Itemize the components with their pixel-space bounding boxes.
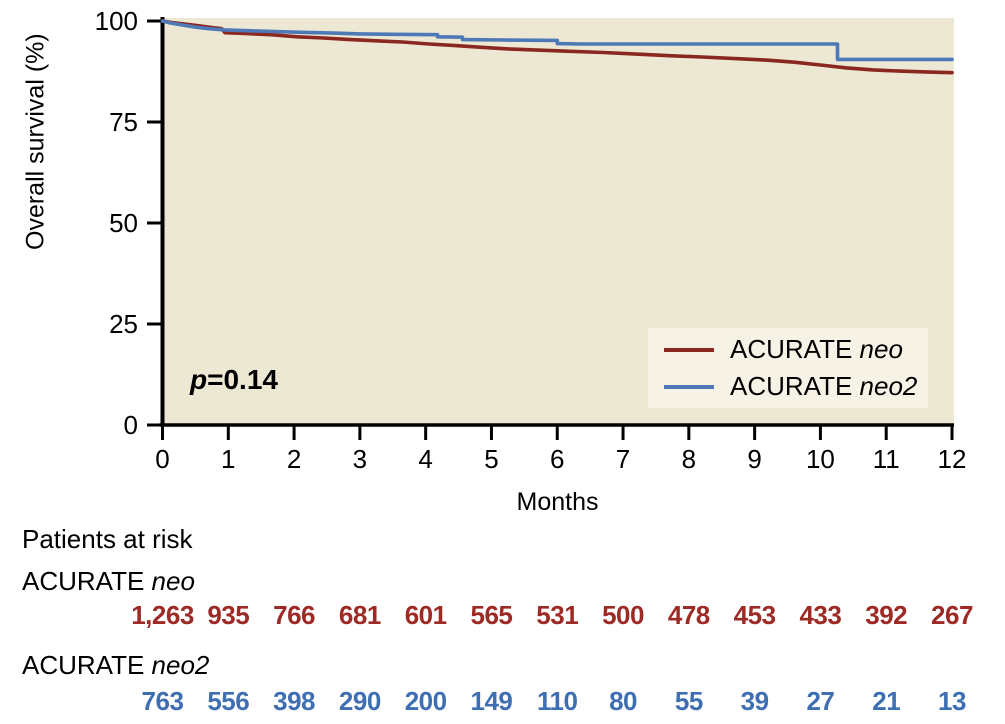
risk-count: 1,263 [131,600,194,630]
x-tick-label: 5 [484,444,498,474]
p-value-symbol: p [190,364,208,395]
risk-count: 500 [602,600,644,630]
x-tick-label: 10 [806,444,835,474]
x-tick-label: 12 [938,444,967,474]
risk-count: 398 [273,686,316,716]
x-tick-label: 8 [682,444,696,474]
risk-count: 290 [338,686,381,716]
risk-count: 565 [470,600,513,630]
risk-count: 39 [740,686,769,716]
y-tick-label: 50 [109,208,138,238]
x-tick-label: 3 [353,444,367,474]
risk-count: 766 [273,600,316,630]
risk-count: 601 [404,600,447,630]
x-axis-label: Months [0,488,1005,517]
risk-count: 392 [865,600,908,630]
p-value-number: =0.14 [207,364,278,395]
risk-row-label-neo2: ACURATE neo2 [22,650,210,680]
x-tick-label: 1 [221,444,235,474]
risk-count: 200 [404,686,447,716]
risk-count: 935 [207,600,250,630]
legend-entry-neo2: ACURATE neo2 [648,371,928,402]
legend-label-neo: ACURATE neo [730,334,903,364]
risk-count: 80 [609,686,637,716]
p-value-annotation: p=0.14 [190,364,278,396]
legend-label-neo2: ACURATE neo2 [730,371,918,401]
risk-count: 149 [470,686,513,716]
risk-count: 110 [537,686,578,716]
risk-count: 763 [141,686,184,716]
x-tick-label: 4 [418,444,432,474]
y-axis-label-text: Overall survival (%) [21,33,50,250]
x-axis-label-text: Months [516,488,599,516]
risk-count: 21 [872,686,901,716]
survival-curve-neo2 [160,19,954,62]
legend-entry-neo: ACURATE neo [648,334,928,365]
risk-counts-neo: 1,263 935 766 681 601 565 531 500 478 453 433 392 26… [0,600,1005,630]
legend-line-swatch-neo2 [664,384,714,389]
risk-table-title: Patients at risk [22,524,193,554]
y-tick-label: 0 [124,410,138,440]
risk-count: 55 [674,686,703,716]
risk-count: 27 [806,686,835,716]
risk-count: 681 [338,600,381,630]
x-tick-label: 7 [616,444,630,474]
x-tick-label: 11 [873,444,900,474]
risk-count: 478 [667,600,710,630]
x-tick-label: 0 [155,444,169,474]
risk-count: 267 [931,600,973,630]
risk-count: 453 [733,600,776,630]
risk-count: 433 [799,600,842,630]
risk-count: 531 [536,600,579,630]
legend-line-swatch-neo [664,347,714,352]
y-tick-label: 75 [109,107,138,137]
y-tick-label: 100 [95,6,138,36]
x-tick-label: 6 [550,444,564,474]
risk-count: 556 [207,686,250,716]
y-tick-label: 25 [109,309,138,339]
chart-legend: ACURATE neo ACURATE neo2 [648,328,928,408]
y-axis-label: Overall survival (%) [22,33,51,250]
x-tick-label: 2 [287,444,301,474]
x-tick-label: 9 [747,444,761,474]
risk-counts-neo2: 763 556 398 290 200 149 110 80 55 39 27 21 13 [0,686,1005,716]
risk-count: 13 [938,686,966,716]
risk-row-label-neo: ACURATE neo [22,566,195,596]
